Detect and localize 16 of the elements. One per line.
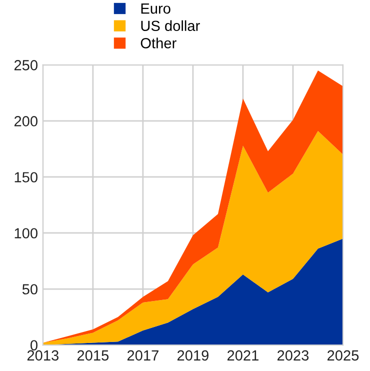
legend-label: Other	[140, 38, 176, 48]
x-tick-label: 2017	[127, 350, 158, 361]
x-tick-label: 2023	[277, 350, 309, 361]
x-tick-label: 2015	[77, 350, 109, 361]
legend-label: Euro	[141, 4, 170, 14]
y-tick-label: 150	[14, 172, 38, 182]
y-tick-label: 250	[14, 60, 38, 70]
x-tick-label: 2019	[177, 350, 208, 361]
x-tick-label: 2025	[328, 350, 359, 361]
y-tick-label: 50	[22, 284, 38, 294]
y-tick-label: 100	[14, 228, 38, 238]
x-tick-label: 2013	[27, 350, 58, 361]
y-tick-label: 0	[30, 340, 38, 350]
x-tick-label: 2021	[227, 350, 258, 361]
legend-label: US dollar	[141, 20, 200, 32]
y-tick-label: 200	[14, 116, 38, 126]
